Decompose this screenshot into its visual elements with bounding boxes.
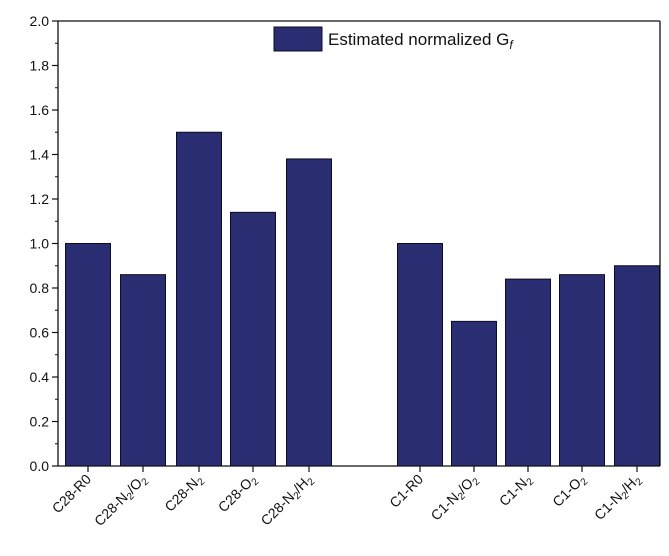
bar [451, 320, 497, 467]
y-tick-label: 2.0 [30, 13, 50, 29]
bar [614, 265, 660, 467]
label-text: C1-R0 [386, 471, 426, 511]
legend: Estimated normalized Gf [273, 26, 514, 52]
bar [120, 274, 166, 467]
y-tick-label: 0.0 [30, 458, 50, 474]
x-tick-label: C28-N2/H2 [257, 470, 317, 530]
bar [505, 278, 551, 467]
bar [65, 243, 111, 467]
y-tick-label: 1.2 [30, 191, 50, 207]
label-text: C28-R0 [49, 471, 95, 517]
y-tick-label: 1.0 [30, 236, 50, 252]
y-tick-label: 0.4 [30, 369, 50, 385]
bar [176, 131, 222, 467]
plot-frame [58, 20, 661, 466]
legend-swatch [273, 26, 323, 52]
y-tick-label: 1.8 [30, 58, 50, 74]
bar [559, 274, 605, 467]
y-tick-label: 1.6 [30, 102, 50, 118]
y-tick-label: 0.8 [30, 280, 50, 296]
subscript-text: f [509, 38, 514, 52]
x-tick-label: C1-N2/O2 [427, 470, 482, 525]
x-tick-label: C28-N2 [161, 470, 207, 516]
bar [286, 158, 332, 467]
x-tick-label: C1-N2/H2 [591, 470, 646, 525]
x-tick-label: C1-N2 [496, 470, 537, 511]
legend-label: Estimated normalized Gf [328, 30, 514, 52]
x-tick-label: C28-R0 [49, 471, 95, 517]
label-text: Estimated normalized G [328, 30, 509, 49]
x-tick-label: C1-R0 [386, 471, 426, 511]
bar [230, 211, 276, 467]
y-tick-label: 0.2 [30, 414, 50, 430]
x-tick-label: C1-O2 [549, 470, 590, 511]
x-tick-label: C28-N2/O2 [91, 470, 152, 531]
bar [397, 243, 443, 467]
y-axis: 0.0 0.2 0.4 0.6 0.8 1.0 1.2 1.4 1.6 1.8 2.0 [30, 13, 59, 474]
bars [65, 131, 660, 467]
x-tick-label: C28-O2 [215, 470, 262, 517]
y-tick-label: 0.6 [30, 325, 50, 341]
y-tick-label: 1.4 [30, 147, 50, 163]
